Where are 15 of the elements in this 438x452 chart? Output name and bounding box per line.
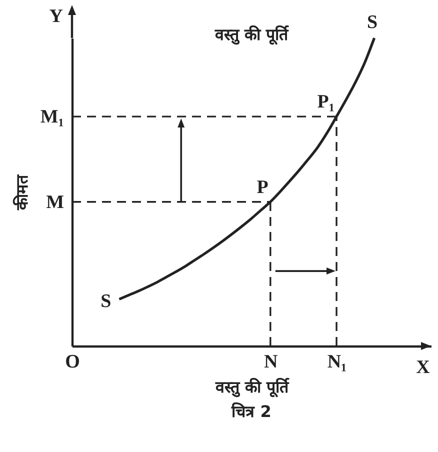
annotation: S <box>100 291 112 312</box>
y-axis-title: कीमत <box>12 174 32 211</box>
annotation: S <box>367 12 378 33</box>
annotation: P₁ <box>317 92 335 113</box>
x-tick-label: N₁ <box>327 352 347 372</box>
text: X <box>416 357 430 378</box>
annotation: P <box>256 176 269 198</box>
x-tick-label: N <box>264 352 278 372</box>
text: Y <box>49 6 64 27</box>
chart-title: वस्तु की पूर्ति <box>214 25 290 45</box>
x-axis-title: वस्तु की पूर्ति <box>214 378 290 398</box>
ref-line-label: M₁ <box>40 106 64 128</box>
ref-line-label: M <box>46 192 64 213</box>
text: चित्र 2 <box>230 402 272 421</box>
x-tick-label: O <box>65 352 80 372</box>
